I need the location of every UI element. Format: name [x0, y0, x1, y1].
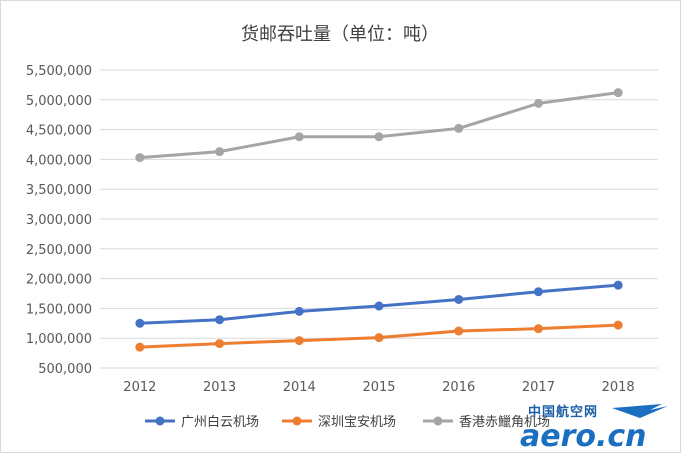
x-tick-label: 2017	[522, 380, 555, 395]
data-point	[533, 324, 543, 334]
y-tick-label: 1,000,000	[26, 332, 92, 347]
legend-item: 香港赤鱲角机场	[423, 415, 550, 430]
x-tick-label: 2016	[442, 380, 475, 395]
data-point	[215, 147, 225, 157]
data-point	[613, 88, 623, 98]
x-axis-ticks: 2012 2013 2014 2015 2016 2017 2018	[123, 380, 634, 395]
x-tick-label: 2015	[362, 380, 395, 395]
data-point	[294, 306, 304, 316]
data-point	[374, 301, 384, 311]
data-point	[135, 153, 145, 163]
y-tick-label: 5,500,000	[26, 64, 92, 79]
series-2	[135, 88, 623, 163]
series-0	[135, 280, 623, 328]
y-tick-label: 4,500,000	[26, 124, 92, 139]
data-point	[374, 132, 384, 142]
data-point	[374, 333, 384, 343]
legend-marker	[155, 416, 165, 426]
series-line	[139, 91, 619, 160]
legend-label: 广州白云机场	[181, 414, 259, 430]
data-point	[135, 318, 145, 328]
data-point	[215, 339, 225, 349]
legend-label: 深圳宝安机场	[318, 415, 396, 430]
chart-title: 货邮吞吐量（单位：吨）	[241, 24, 439, 45]
x-tick-label: 2014	[283, 380, 316, 395]
data-point	[613, 280, 623, 290]
y-tick-label: 3,500,000	[26, 183, 92, 198]
data-point	[215, 315, 225, 325]
data-point	[454, 326, 464, 336]
legend-marker	[292, 416, 302, 426]
series-1	[135, 320, 623, 352]
legend-item: 深圳宝安机场	[282, 415, 396, 430]
data-point	[294, 336, 304, 346]
x-tick-label: 2012	[123, 380, 156, 395]
y-axis-ticks: 500,000 1,000,000 1,500,000 2,000,000 2,500,…	[26, 64, 92, 377]
series-lines	[135, 88, 623, 352]
aero-cn-watermark: 中国航空网 aero.cn	[520, 404, 668, 453]
y-tick-label: 2,000,000	[26, 273, 92, 288]
y-tick-label: 4,000,000	[26, 153, 92, 168]
plane-icon	[612, 404, 668, 418]
data-point	[533, 98, 543, 108]
data-point	[533, 287, 543, 297]
y-tick-label: 2,500,000	[26, 243, 92, 258]
legend-marker	[433, 416, 443, 426]
y-tick-label: 1,500,000	[26, 302, 92, 317]
y-tick-label: 5,000,000	[26, 94, 92, 109]
gridlines	[100, 69, 658, 369]
legend: 广州白云机场 深圳宝安机场 香港赤鱲角机场	[145, 414, 550, 430]
x-tick-label: 2013	[203, 380, 236, 395]
legend-item: 广州白云机场	[145, 414, 259, 430]
data-point	[454, 123, 464, 133]
data-point	[294, 132, 304, 142]
y-tick-label: 500,000	[38, 362, 92, 377]
data-point	[135, 342, 145, 352]
data-point	[613, 320, 623, 330]
legend-label: 香港赤鱲角机场	[459, 415, 550, 430]
y-tick-label: 3,000,000	[26, 213, 92, 228]
watermark-latin: aero.cn	[520, 419, 647, 453]
x-tick-label: 2018	[602, 380, 635, 395]
watermark-chinese: 中国航空网	[528, 404, 598, 420]
data-point	[454, 294, 464, 304]
